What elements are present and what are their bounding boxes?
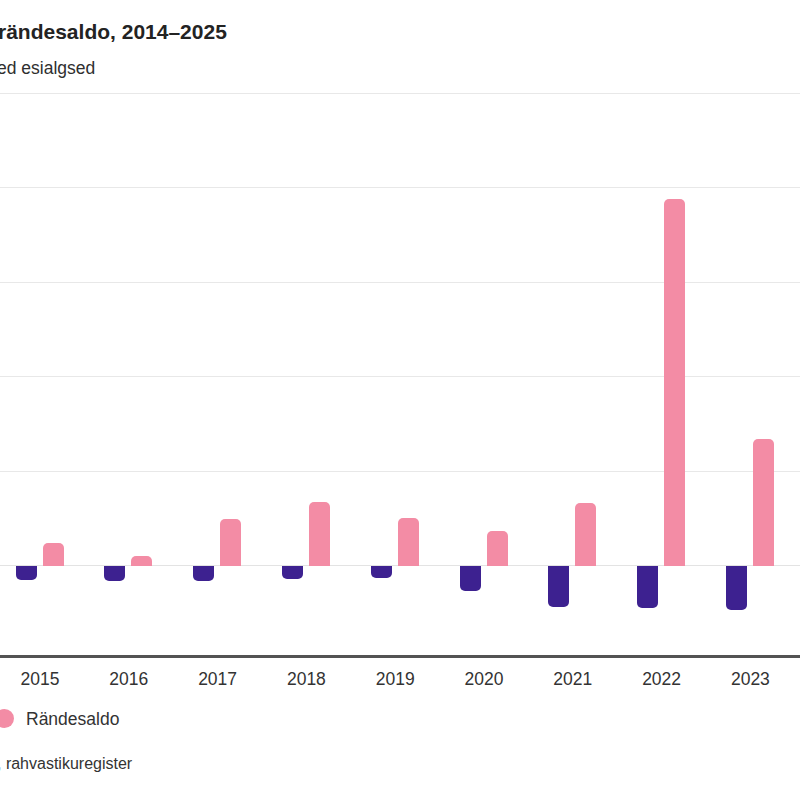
- legend-marker-randesaldo[interactable]: [0, 709, 14, 728]
- x-axis-label-2019: 2019: [359, 669, 431, 690]
- x-axis-label-2017: 2017: [182, 669, 254, 690]
- bar-series1-2017[interactable]: [193, 566, 214, 581]
- bar-randesaldo-2017[interactable]: [220, 519, 241, 566]
- bar-randesaldo-2019[interactable]: [398, 518, 419, 566]
- source-note: , rahvastikuregister: [0, 755, 132, 773]
- x-axis-line: [0, 655, 800, 658]
- legend-label-randesaldo[interactable]: Rändesaldo: [26, 706, 119, 732]
- bar-randesaldo-2018[interactable]: [309, 502, 330, 566]
- bar-series1-2016[interactable]: [104, 566, 125, 581]
- chart-title: rändesaldo, 2014–2025: [0, 20, 227, 44]
- x-axis-label-2018: 2018: [270, 669, 342, 690]
- x-axis-label-2022: 2022: [626, 669, 698, 690]
- bar-series1-2020[interactable]: [460, 566, 481, 591]
- bar-series1-2021[interactable]: [548, 566, 569, 607]
- gridline-50000: [0, 93, 800, 94]
- bar-series1-2023[interactable]: [726, 566, 747, 610]
- bar-randesaldo-2015[interactable]: [43, 543, 64, 566]
- x-axis-label-2023: 2023: [714, 669, 786, 690]
- bar-randesaldo-2021[interactable]: [575, 503, 596, 566]
- bar-series1-2018[interactable]: [282, 566, 303, 579]
- bar-series1-2015[interactable]: [16, 566, 37, 580]
- bar-series1-2022[interactable]: [637, 566, 658, 608]
- x-axis-label-2015: 2015: [4, 669, 76, 690]
- bar-randesaldo-2022[interactable]: [664, 199, 685, 566]
- x-axis-label-2020: 2020: [448, 669, 520, 690]
- chart-subtitle: ed esialgsed: [0, 58, 95, 79]
- bar-randesaldo-2016[interactable]: [131, 556, 152, 566]
- bar-randesaldo-2023[interactable]: [753, 439, 774, 566]
- bar-series1-2019[interactable]: [371, 566, 392, 578]
- gridline-40000: [0, 187, 800, 188]
- bar-randesaldo-2020[interactable]: [487, 531, 508, 566]
- chart-widget: rändesaldo, 2014–2025 ed esialgsed 2015 2…: [0, 0, 800, 800]
- x-axis-label-2016: 2016: [93, 669, 165, 690]
- x-axis-label-2021: 2021: [537, 669, 609, 690]
